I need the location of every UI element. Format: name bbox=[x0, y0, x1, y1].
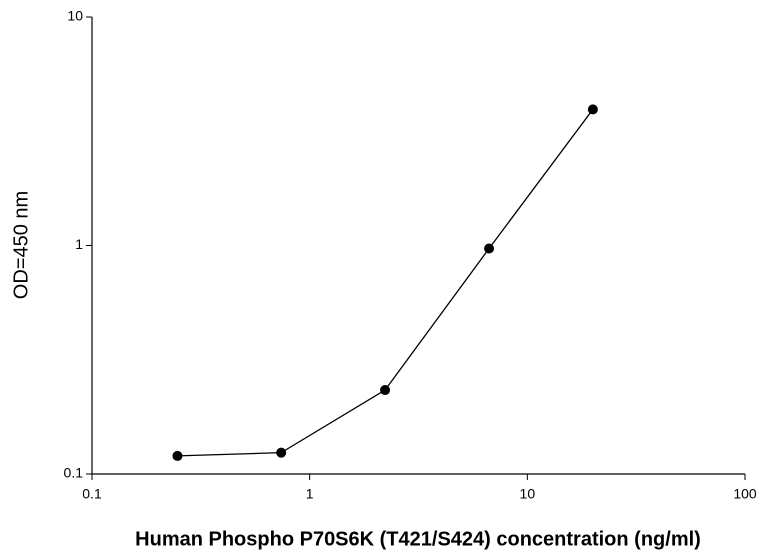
data-point bbox=[276, 447, 287, 458]
y-axis-label: OD=450 nm bbox=[10, 191, 32, 299]
y-tick-label: 0.1 bbox=[64, 465, 84, 481]
data-point bbox=[172, 450, 183, 461]
data-point bbox=[380, 385, 391, 396]
data-point bbox=[484, 243, 495, 254]
y-tick-label: 10 bbox=[67, 8, 83, 24]
x-tick-label: 100 bbox=[733, 486, 757, 502]
x-tick-label: 1 bbox=[306, 486, 314, 502]
x-axis-label: Human Phospho P70S6K (T421/S424) concent… bbox=[135, 528, 701, 550]
data-point bbox=[587, 104, 598, 115]
x-tick-label: 0.1 bbox=[82, 486, 102, 502]
y-tick-label: 1 bbox=[75, 236, 83, 252]
x-tick-label: 10 bbox=[520, 486, 536, 502]
